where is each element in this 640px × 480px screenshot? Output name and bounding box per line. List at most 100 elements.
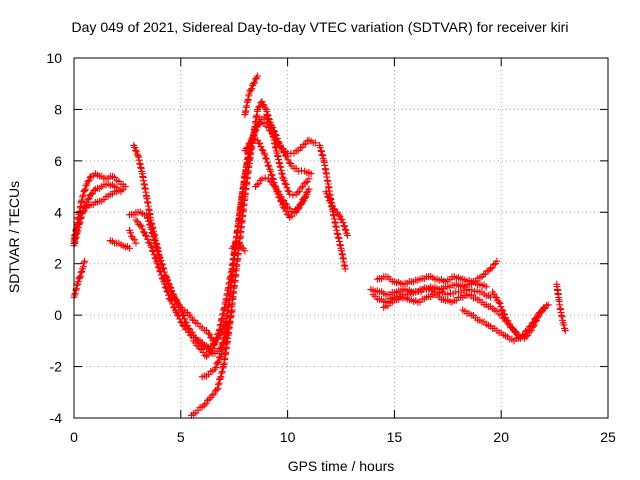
data-point: [294, 188, 302, 196]
data-point: [80, 207, 88, 215]
data-point: [77, 213, 85, 221]
data-point: [214, 359, 222, 367]
series-arc-o: [252, 174, 311, 216]
data-point: [267, 167, 275, 175]
data-point: [77, 269, 85, 277]
data-point: [161, 280, 169, 288]
data-point: [255, 139, 263, 147]
data-point: [480, 271, 488, 279]
data-point: [248, 85, 256, 93]
data-point: [255, 103, 263, 111]
data-point: [132, 146, 140, 154]
data-point: [265, 116, 273, 124]
data-point: [132, 216, 140, 224]
data-point: [303, 190, 311, 198]
data-point: [155, 264, 163, 272]
data-point: [491, 293, 499, 301]
data-point: [283, 153, 291, 161]
series-arc-a: [70, 170, 129, 247]
data-point: [262, 154, 270, 162]
data-point: [500, 310, 508, 318]
data-point: [493, 294, 501, 302]
data-point: [202, 352, 210, 360]
data-point: [216, 374, 224, 382]
data-point: [499, 307, 507, 315]
data-point: [168, 300, 176, 308]
data-point: [132, 239, 140, 247]
data-point: [204, 396, 211, 404]
data-point: [145, 220, 153, 228]
data-point: [273, 134, 281, 142]
data-point: [268, 171, 276, 179]
data-point: [250, 78, 258, 86]
data-point: [339, 219, 347, 227]
data-point: [150, 236, 158, 244]
data-point: [144, 235, 152, 243]
data-point: [90, 186, 98, 194]
data-point: [157, 268, 165, 276]
data-point: [158, 261, 166, 269]
x-axis-label: GPS time / hours: [287, 458, 395, 474]
data-point: [265, 115, 273, 123]
data-point: [73, 222, 81, 230]
data-point: [169, 290, 177, 298]
data-point: [275, 188, 283, 196]
data-point: [212, 363, 220, 371]
y-axis-label: SDTVAR / TECUs: [6, 180, 22, 294]
data-point: [272, 184, 280, 192]
data-point: [264, 161, 272, 169]
data-point: [263, 155, 271, 163]
data-point: [81, 257, 89, 265]
data-point: [258, 175, 266, 183]
data-point: [189, 316, 197, 324]
data-point: [178, 308, 186, 316]
data-point: [205, 329, 213, 337]
data-point: [74, 219, 82, 227]
data-point: [84, 196, 92, 204]
data-point: [174, 311, 182, 319]
data-point: [143, 213, 151, 221]
data-point: [156, 267, 164, 275]
x-tick-label: 25: [600, 429, 616, 445]
data-point: [76, 214, 84, 222]
data-point: [89, 189, 97, 197]
data-point: [298, 143, 306, 151]
data-point: [206, 348, 214, 356]
data-point: [325, 193, 333, 201]
data-point: [245, 90, 253, 98]
data-point: [204, 351, 212, 359]
data-point: [531, 318, 539, 326]
data-point: [341, 265, 349, 273]
data-point: [282, 200, 290, 208]
data-point: [326, 198, 334, 206]
data-point: [293, 204, 301, 212]
data-point: [282, 207, 290, 215]
data-point: [341, 225, 349, 233]
data-point: [302, 179, 310, 187]
data-point: [217, 373, 225, 381]
y-tick-label: 8: [54, 101, 62, 117]
data-point: [487, 265, 495, 273]
data-point: [319, 152, 327, 160]
data-point: [493, 257, 501, 265]
data-point: [215, 357, 223, 365]
data-point: [218, 368, 226, 376]
data-point: [249, 80, 257, 88]
data-point: [144, 214, 152, 222]
data-point: [284, 156, 292, 164]
data-point: [157, 271, 165, 279]
data-point: [317, 147, 325, 155]
series-arc-f: [126, 226, 140, 247]
y-tick-label: 2: [54, 256, 62, 272]
data-point: [280, 149, 288, 157]
data-point: [278, 196, 286, 204]
data-point: [261, 104, 269, 112]
data-point: [280, 197, 288, 205]
data-point: [148, 225, 156, 233]
x-tick-label: 5: [177, 429, 185, 445]
data-point: [163, 287, 171, 295]
data-point: [166, 296, 174, 304]
data-point: [488, 264, 496, 272]
series-arc-m: [241, 72, 262, 119]
